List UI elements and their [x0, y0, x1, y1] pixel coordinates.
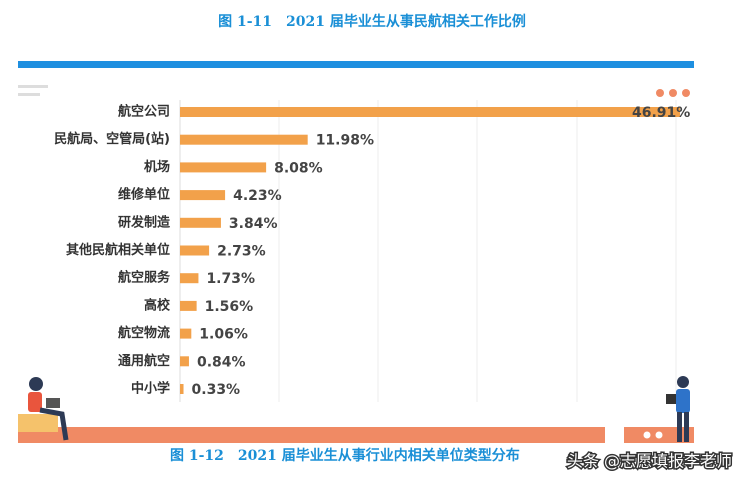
- value-label: 1.56%: [205, 299, 254, 315]
- category-label: 通用航空: [118, 353, 170, 369]
- deco-grid: [278, 100, 677, 402]
- bar: [180, 384, 184, 394]
- bar: [180, 356, 189, 367]
- bar: [180, 245, 210, 256]
- value-label: 46.91%: [632, 105, 690, 121]
- value-label: 2.73%: [217, 244, 266, 260]
- bottom-band: [18, 427, 605, 443]
- deco-dot: [655, 431, 663, 439]
- watermark: 头条 @志愿填报李老师: [567, 452, 732, 471]
- category-label: 其他民航相关单位: [66, 242, 170, 258]
- category-label: 中小学: [131, 381, 170, 397]
- illustration-standing: [666, 376, 690, 442]
- value-label: 0.33%: [192, 382, 241, 398]
- caption: 图 1-12 2021 届毕业生从事行业内相关单位类型分布: [170, 447, 520, 464]
- bar: [180, 273, 199, 284]
- category-label: 高校: [144, 297, 171, 313]
- deco-line: [18, 85, 48, 88]
- value-label: 3.84%: [229, 216, 278, 232]
- chart-title: 图 1-11 2021 届毕业生从事民航相关工作比例: [218, 13, 526, 30]
- category-label: 民航局、空管局(站): [54, 131, 170, 147]
- value-label: 0.84%: [197, 354, 246, 370]
- deco-dot: [669, 89, 677, 97]
- deco-dot: [656, 89, 664, 97]
- category-label: 研发制造: [118, 214, 171, 230]
- bar: [180, 107, 680, 117]
- category-label: 机场: [144, 159, 170, 175]
- illustration-sitting: [18, 377, 69, 441]
- category-label: 航空服务: [118, 270, 171, 286]
- deco-dot: [682, 89, 690, 97]
- deco-line: [18, 93, 40, 96]
- bar: [180, 134, 308, 145]
- deco-dot: [643, 431, 651, 439]
- value-label: 1.06%: [199, 327, 248, 343]
- bar: [180, 328, 192, 339]
- value-label: 11.98%: [316, 133, 374, 149]
- value-label: 8.08%: [274, 160, 323, 176]
- category-label: 维修单位: [118, 187, 170, 203]
- bar: [180, 217, 221, 228]
- value-label: 4.23%: [233, 188, 282, 204]
- category-label: 航空物流: [118, 325, 170, 341]
- category-label: 航空公司: [118, 104, 170, 120]
- bar: [180, 162, 267, 173]
- value-label: 1.73%: [206, 271, 255, 287]
- bar: [180, 190, 226, 201]
- bar: [180, 300, 197, 311]
- top-band: [18, 61, 694, 68]
